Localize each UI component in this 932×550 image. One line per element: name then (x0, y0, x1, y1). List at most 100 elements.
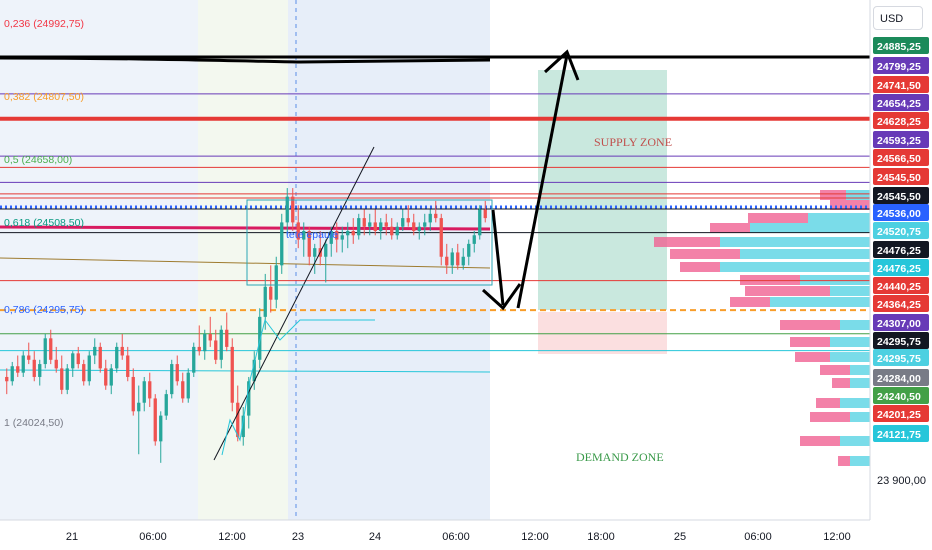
volume-profile-bar-cyan (850, 412, 870, 422)
volume-profile-bar-cyan (830, 286, 870, 296)
horizontal-level-line[interactable] (0, 257, 491, 269)
candle-body (280, 222, 284, 266)
candle-body (131, 376, 135, 412)
price-label-tag (873, 259, 929, 276)
candle-body (126, 355, 130, 377)
candle-body (269, 286, 273, 300)
price-label-text: 24295,75 (877, 336, 921, 348)
volume-profile-bar-cyan (750, 223, 870, 233)
currency-selector[interactable]: USD (873, 6, 923, 30)
time-axis-tick-label: 24 (369, 531, 381, 543)
candle-body (483, 209, 487, 219)
price-label-text: 24545,50 (877, 172, 921, 184)
volume-profile-bar-pink (810, 412, 850, 422)
candle-body (247, 381, 251, 416)
time-axis-tick-label: 06:00 (139, 531, 167, 543)
candle-body (186, 372, 190, 399)
candle-body (379, 222, 383, 231)
volume-profile-bar-cyan (850, 378, 870, 388)
candle-body (456, 252, 460, 266)
price-label-tag (873, 241, 929, 258)
candle-body (351, 230, 355, 236)
candle-body (478, 209, 482, 236)
price-axis-tick-label: 23 900,00 (877, 475, 926, 487)
candle-body (153, 398, 157, 442)
price-label-text: 24284,00 (877, 373, 921, 385)
candle-body (82, 364, 86, 382)
price-label-text: 24121,75 (877, 429, 921, 441)
price-label-text: 24307,00 (877, 318, 921, 330)
candle-body (368, 222, 372, 227)
candle-body (434, 213, 438, 219)
candle-body (214, 340, 218, 360)
supply-zone-label: SUPPLY ZONE (594, 135, 672, 149)
price-label-tag (873, 168, 929, 185)
candle-body (115, 346, 119, 369)
candle-body (450, 252, 454, 266)
candle-body (175, 364, 179, 382)
candle-body (142, 381, 146, 403)
horizontal-level-line[interactable] (0, 225, 491, 231)
volume-profile-bar-pink (795, 352, 830, 362)
candle-body (21, 355, 25, 373)
price-label-text: 24566,50 (877, 153, 921, 165)
volume-profile-bar-cyan (850, 365, 870, 375)
price-label-text: 24654,25 (877, 98, 921, 110)
step-line[interactable] (221, 318, 375, 456)
volume-profile-bar-pink (680, 262, 720, 272)
candle-body (148, 381, 152, 399)
candle-body (219, 329, 223, 360)
candle-body (346, 230, 350, 236)
volume-profile-bar-pink (654, 237, 720, 247)
trend-line[interactable] (213, 146, 375, 461)
candle-body (329, 230, 333, 244)
candle-body (340, 235, 344, 240)
time-axis-tick-label: 12:00 (521, 531, 549, 543)
volume-profile-bar-cyan (740, 249, 870, 259)
candle-body (104, 368, 108, 386)
price-label-text: 24476,25 (877, 263, 921, 275)
down-arrow-head (481, 283, 522, 311)
price-label-text: 24476,25 (877, 245, 921, 257)
price-label-text: 24885,25 (877, 41, 921, 53)
pattern-label: tete epaule (286, 229, 338, 241)
candle-body (406, 218, 410, 223)
price-label-tag (873, 387, 929, 404)
volume-profile-bar-pink (832, 378, 850, 388)
volume-profile-bar-pink (820, 190, 846, 200)
candle-body (181, 381, 185, 399)
price-label-text: 24201,25 (877, 409, 921, 421)
fib-level-label: 0,236 (24992,75) (4, 18, 84, 30)
volume-profile-bar-cyan (840, 398, 870, 408)
price-label-tag (873, 57, 929, 74)
candle-body (71, 353, 75, 369)
down-arrow[interactable] (491, 209, 505, 306)
candle-body (87, 355, 91, 382)
candle-body (313, 248, 317, 257)
candle-body (164, 394, 168, 416)
candle-body (32, 359, 36, 377)
candle-body (60, 368, 64, 390)
price-label-text: 24440,25 (877, 281, 921, 293)
candle-body (472, 235, 476, 244)
candle-body (38, 364, 42, 377)
price-label-tag (873, 112, 929, 129)
demand-zone-box[interactable] (538, 312, 667, 354)
candle-body (307, 230, 311, 257)
price-label-text: 24628,25 (877, 116, 921, 128)
candle-body (120, 346, 124, 356)
session-shade-3 (288, 0, 490, 520)
supply-zone-box[interactable] (538, 70, 667, 310)
volume-profile-bar-cyan (770, 297, 870, 307)
candle-body (390, 226, 394, 236)
pattern-box[interactable] (246, 199, 493, 286)
candle-body (54, 359, 58, 369)
price-label-text: 24593,25 (877, 135, 921, 147)
candle-body (230, 346, 234, 403)
horizontal-level-line[interactable] (0, 369, 491, 373)
price-label-tag (873, 204, 929, 221)
candle-body (274, 265, 278, 300)
up-arrow[interactable] (516, 54, 569, 309)
candle-body (467, 243, 471, 257)
